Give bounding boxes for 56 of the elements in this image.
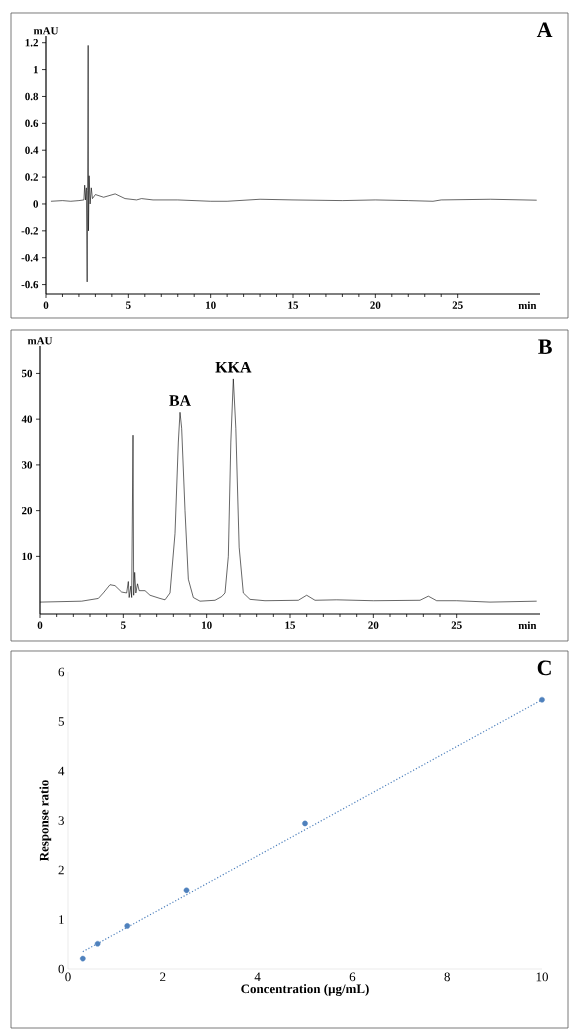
y-axis-title: Response ratio [39, 780, 52, 862]
chart-title: C [537, 660, 551, 676]
y-tick-label: -0.2 [21, 227, 38, 235]
y-tick-label: -0.6 [21, 280, 39, 289]
annotation: KKA [215, 361, 252, 373]
x-tick-label: 20 [368, 621, 379, 629]
y-axis-title: mAU [27, 337, 53, 345]
y-tick-label: 0 [33, 200, 39, 208]
x-axis-title: Concentration (µg/mL) [241, 984, 369, 996]
x-tick-label: 0 [43, 301, 49, 309]
x-tick-label: 25 [452, 301, 463, 309]
y-tick-label: 40 [21, 415, 33, 423]
x-tick-label: 6 [349, 972, 356, 982]
x-tick-label: 2 [160, 972, 166, 982]
y-tick-label: 1 [59, 915, 64, 924]
annotation: BA [169, 395, 191, 406]
y-tick-label: 1 [33, 65, 38, 74]
line-series [50, 45, 538, 283]
x-tick-label: 10 [536, 972, 548, 982]
x-tick-label: 20 [370, 301, 381, 309]
x-tick-label: 4 [254, 972, 261, 982]
point [94, 940, 101, 947]
x-axis-title: min [518, 621, 537, 630]
y-tick-label: 0.6 [25, 119, 39, 128]
x-tick-label: 5 [121, 621, 126, 629]
x-tick-label: 10 [202, 621, 212, 629]
y-tick-label: 10 [22, 552, 33, 561]
y-tick-label: 30 [21, 461, 33, 469]
y-axis-title: mAU [33, 27, 59, 35]
y-tick-label: 0 [58, 964, 64, 974]
y-tick-label: 3 [58, 816, 64, 825]
point [183, 887, 190, 894]
point [539, 696, 545, 703]
y-tick-label: 20 [21, 506, 33, 515]
y-tick-label: 50 [21, 369, 33, 378]
y-tick-label: 0.8 [25, 92, 39, 101]
x-tick-label: 5 [126, 301, 131, 309]
x-tick-label: 25 [451, 621, 462, 629]
chart-title: A [536, 22, 553, 37]
y-tick-label: 0.4 [25, 146, 39, 154]
y-tick-label: 6 [58, 667, 65, 677]
y-tick-label: 2 [58, 865, 64, 875]
y-tick-label: -0.4 [21, 253, 39, 262]
y-tick-label: 1.2 [25, 39, 38, 47]
point [80, 955, 86, 962]
x-axis-title: min [518, 301, 537, 310]
y-tick-label: 4 [58, 766, 65, 776]
x-tick-label: 10 [206, 301, 216, 309]
y-tick-label: 0.2 [25, 173, 38, 181]
point [124, 923, 131, 929]
y-tick-label: 5 [58, 717, 64, 726]
point [302, 820, 308, 827]
x-tick-label: 15 [288, 301, 299, 309]
chart-title: B [538, 339, 552, 354]
x-tick-label: 8 [444, 972, 450, 982]
x-tick-label: 15 [285, 621, 296, 629]
